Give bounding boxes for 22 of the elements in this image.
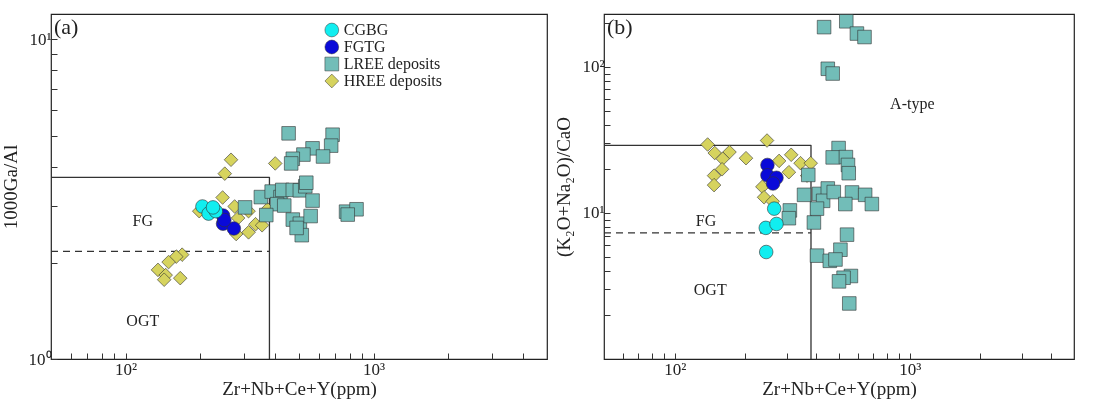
annotation: FG xyxy=(132,212,154,229)
x-tick-label: 10² xyxy=(115,359,138,379)
legend-label: LREE deposits xyxy=(343,55,441,73)
legend-label: CGBG xyxy=(343,21,389,38)
x-tick-label: 10² xyxy=(664,359,687,379)
y-tick-label: 10⁰ xyxy=(28,349,52,369)
annotation: (b) xyxy=(607,14,633,39)
annotation: (a) xyxy=(54,14,79,39)
x-axis-title: Zr+Nb+Ce+Y(ppm) xyxy=(222,377,377,400)
annotation: A-type xyxy=(890,94,935,113)
legend-label: FGTG xyxy=(343,38,387,55)
x-axis-title: Zr+Nb+Ce+Y(ppm) xyxy=(762,377,917,400)
y-tick-label: 10¹ xyxy=(582,203,605,223)
y-tick-label: 10¹ xyxy=(29,29,52,49)
legend-label: HREE deposits xyxy=(343,72,443,90)
x-tick-label: 10³ xyxy=(899,359,922,379)
y-axis-title: (K₂O+Na₂O)/CaO xyxy=(553,116,576,258)
annotation: OGT xyxy=(693,281,727,298)
annotation: FG xyxy=(695,212,717,229)
x-tick-label: 10³ xyxy=(363,359,386,379)
annotation: OGT xyxy=(126,312,160,330)
y-axis-title: 1000Ga/Al xyxy=(0,144,21,230)
